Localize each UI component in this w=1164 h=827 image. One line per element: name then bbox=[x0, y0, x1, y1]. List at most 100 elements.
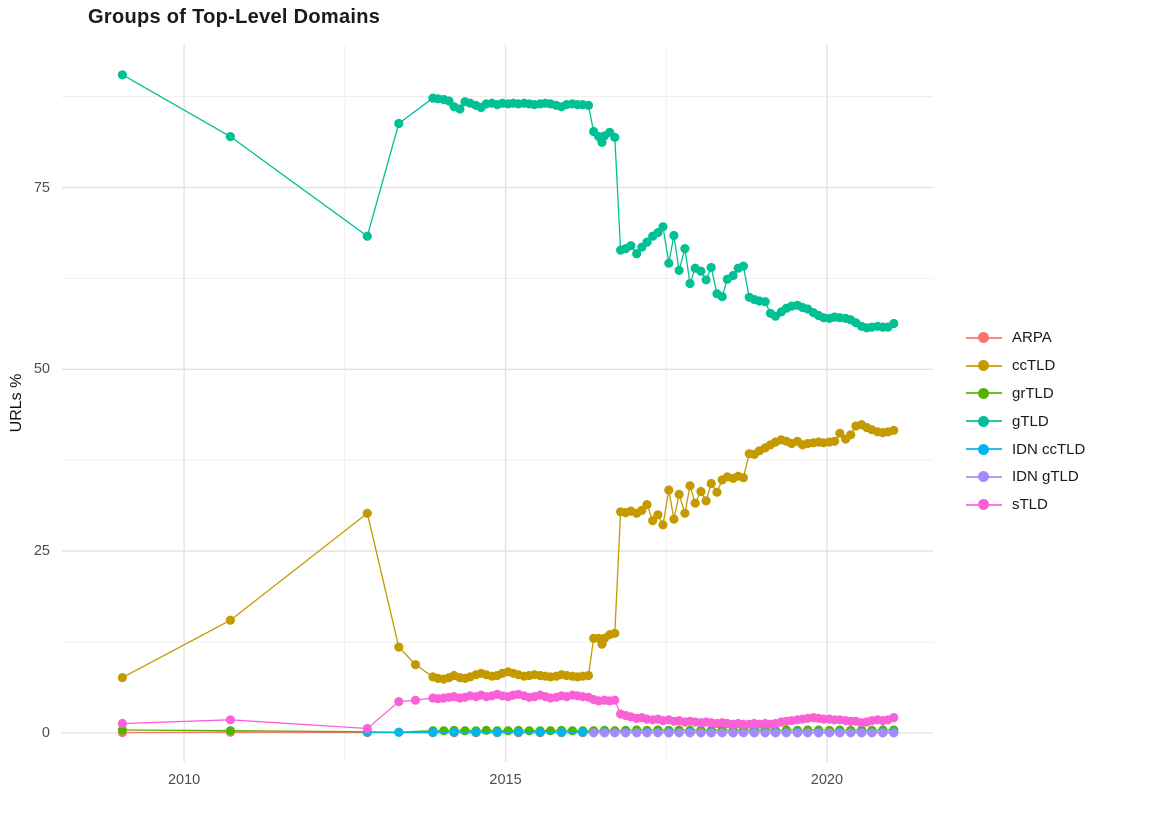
series-line bbox=[122, 423, 894, 680]
legend-key-icon bbox=[966, 358, 1002, 374]
data-point bbox=[889, 425, 899, 435]
data-point bbox=[706, 478, 716, 489]
data-point bbox=[696, 486, 706, 497]
data-point bbox=[225, 726, 235, 736]
data-point bbox=[610, 628, 620, 638]
data-point bbox=[492, 727, 502, 737]
data-point bbox=[394, 697, 404, 707]
x-tick-label: 2010 bbox=[167, 772, 201, 788]
data-point bbox=[449, 727, 459, 737]
data-point bbox=[225, 615, 235, 625]
legend-key-icon bbox=[966, 413, 1002, 429]
legend-row: IDN ccTLD bbox=[966, 435, 1085, 463]
data-point bbox=[471, 727, 481, 737]
data-point bbox=[824, 728, 835, 738]
legend-label: gTLD bbox=[1012, 412, 1049, 430]
data-point bbox=[599, 728, 610, 738]
legend-key-icon bbox=[966, 497, 1002, 513]
data-point bbox=[717, 728, 727, 738]
data-point bbox=[878, 728, 888, 738]
data-point bbox=[669, 514, 679, 524]
legend-row: IDN gTLD bbox=[966, 463, 1085, 491]
data-point bbox=[728, 270, 738, 281]
legend: ARPA ccTLD grTLD gTLD IDN ccTLD IDN gTLD… bbox=[966, 324, 1085, 519]
data-point bbox=[867, 728, 877, 738]
legend-label: IDN ccTLD bbox=[1012, 440, 1086, 458]
data-point bbox=[626, 241, 636, 251]
data-point bbox=[846, 728, 856, 738]
data-point bbox=[460, 726, 470, 736]
legend-label: ccTLD bbox=[1012, 357, 1056, 375]
legend-label: grTLD bbox=[1012, 384, 1054, 402]
data-point bbox=[394, 727, 404, 737]
legend-key-icon bbox=[966, 441, 1002, 457]
data-point bbox=[535, 727, 545, 737]
data-point bbox=[680, 244, 690, 254]
data-point bbox=[846, 430, 856, 440]
data-point bbox=[889, 713, 899, 723]
data-point bbox=[362, 508, 372, 518]
data-point bbox=[706, 728, 716, 738]
series-gtld bbox=[117, 70, 899, 333]
data-point bbox=[503, 726, 513, 736]
y-tick-label: 0 bbox=[41, 724, 50, 741]
legend-label: IDN gTLD bbox=[1012, 468, 1079, 486]
data-point bbox=[394, 118, 404, 129]
data-point bbox=[669, 230, 679, 241]
data-point bbox=[610, 695, 620, 705]
data-point bbox=[362, 231, 372, 241]
data-point bbox=[117, 70, 127, 80]
data-point bbox=[792, 728, 803, 738]
chart-title: Groups of Top-Level Domains bbox=[88, 6, 381, 28]
data-point bbox=[117, 718, 127, 729]
data-point bbox=[690, 498, 700, 508]
legend-row: ccTLD bbox=[966, 352, 1085, 380]
data-point bbox=[610, 728, 620, 738]
data-point bbox=[830, 436, 840, 446]
data-point bbox=[717, 292, 727, 302]
data-point bbox=[410, 695, 421, 705]
data-point bbox=[556, 727, 567, 737]
data-point bbox=[674, 489, 684, 499]
data-point bbox=[610, 132, 620, 142]
data-point bbox=[621, 728, 631, 738]
y-tick-label: 50 bbox=[33, 361, 50, 378]
data-point bbox=[760, 297, 770, 307]
data-point bbox=[632, 249, 642, 259]
legend-label: ARPA bbox=[1012, 329, 1052, 347]
data-point bbox=[658, 222, 668, 232]
data-point bbox=[658, 520, 668, 530]
data-point bbox=[481, 725, 491, 736]
data-point bbox=[642, 728, 652, 738]
data-point bbox=[712, 487, 722, 497]
data-point bbox=[664, 728, 674, 738]
data-point bbox=[225, 715, 235, 725]
series-idn-gtld bbox=[589, 728, 899, 738]
data-point bbox=[706, 262, 716, 273]
data-point bbox=[362, 723, 372, 734]
data-point bbox=[889, 728, 899, 738]
data-point bbox=[589, 728, 599, 738]
data-point bbox=[685, 728, 695, 738]
legend-key-icon bbox=[966, 469, 1002, 485]
data-point bbox=[578, 727, 588, 737]
data-point bbox=[225, 132, 235, 142]
data-point bbox=[545, 726, 556, 736]
data-point bbox=[685, 278, 695, 289]
legend-row: ARPA bbox=[966, 324, 1085, 352]
data-point bbox=[653, 728, 663, 738]
data-point bbox=[835, 428, 845, 438]
data-point bbox=[653, 510, 663, 520]
data-point bbox=[803, 728, 813, 738]
data-point bbox=[642, 500, 652, 510]
data-point bbox=[696, 728, 706, 738]
data-point bbox=[685, 481, 695, 491]
series-grtld bbox=[117, 725, 899, 737]
data-point bbox=[632, 728, 642, 738]
data-point bbox=[738, 728, 749, 738]
legend-row: sTLD bbox=[966, 491, 1085, 519]
data-point bbox=[394, 642, 404, 652]
y-tick-label: 25 bbox=[33, 543, 50, 560]
